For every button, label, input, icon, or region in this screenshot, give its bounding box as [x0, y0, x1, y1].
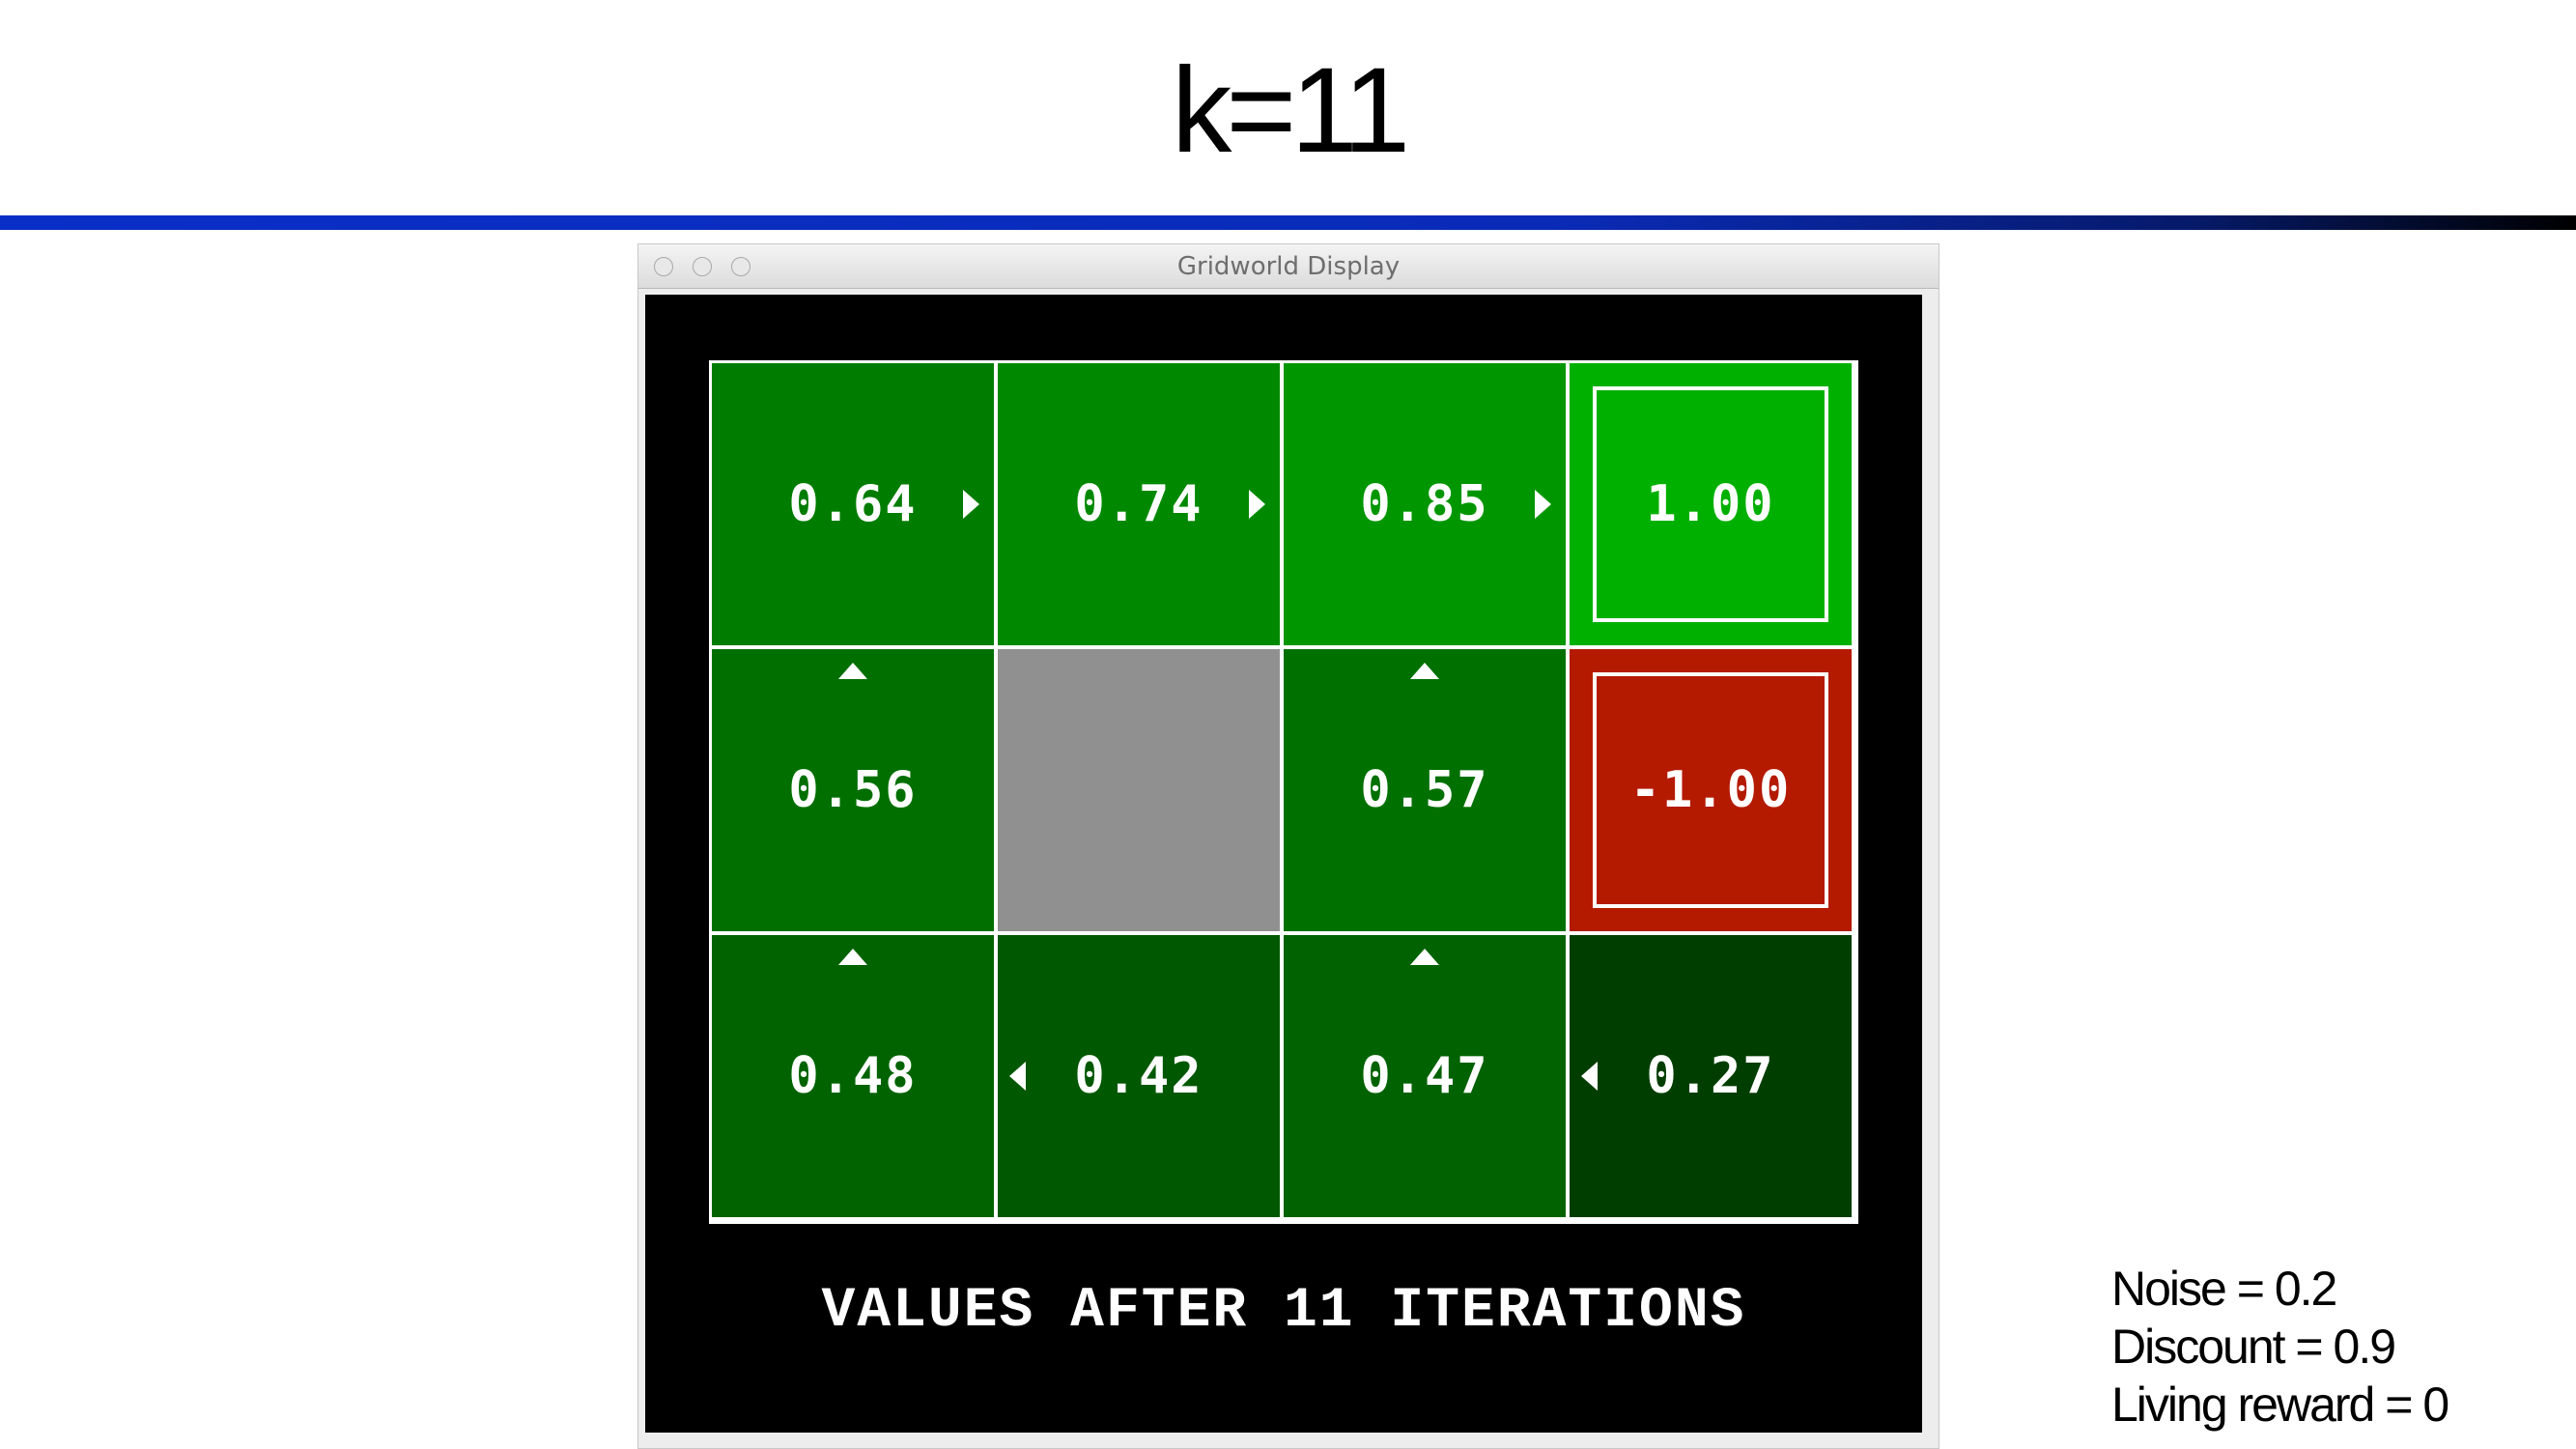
grid-terminal-cell: 1.00 [1570, 363, 1852, 645]
terminal-box [1593, 672, 1828, 908]
gridworld-window: Gridworld Display 0.64 0.74 0.85 1.00 0.56 0.… [637, 243, 1939, 1449]
noise-param: Noise = 0.2 [2111, 1262, 2337, 1316]
window-titlebar[interactable]: Gridworld Display [638, 244, 1939, 289]
gridworld-grid: 0.64 0.74 0.85 1.00 0.56 0.57 -1.00 0.48 0.42 0.4… [709, 360, 1858, 1224]
grid-terminal-cell: -1.00 [1570, 649, 1852, 931]
gridworld-canvas: 0.64 0.74 0.85 1.00 0.56 0.57 -1.00 0.48 0.42 0.4… [645, 295, 1922, 1433]
policy-arrow-left-icon [1009, 1062, 1026, 1091]
cell-value: 0.47 [1360, 1047, 1489, 1105]
grid-cell: 0.57 [1284, 649, 1566, 931]
cell-value: 0.27 [1646, 1047, 1775, 1105]
policy-arrow-up-icon [838, 663, 867, 679]
cell-value: 1.00 [1646, 475, 1775, 533]
cell-value: -1.00 [1629, 761, 1792, 819]
minimize-window-button[interactable] [693, 257, 712, 276]
cell-value: 0.57 [1360, 761, 1489, 819]
policy-arrow-up-icon [1410, 663, 1439, 679]
grid-cell: 0.64 [712, 363, 994, 645]
grid-cell: 0.74 [998, 363, 1280, 645]
terminal-box [1593, 386, 1828, 622]
policy-arrow-right-icon [963, 490, 979, 519]
iterations-caption: VALUES AFTER 11 ITERATIONS [821, 1280, 1746, 1343]
grid-cell: 0.47 [1284, 935, 1566, 1217]
policy-arrow-right-icon [1249, 490, 1265, 519]
grid-wall-cell [998, 649, 1280, 931]
slide-title: k=11 [1171, 43, 1410, 178]
grid-cell: 0.42 [998, 935, 1280, 1217]
zoom-window-button[interactable] [731, 257, 750, 276]
grid-cell: 0.85 [1284, 363, 1566, 645]
discount-param: Discount = 0.9 [2111, 1320, 2396, 1374]
policy-arrow-up-icon [1410, 949, 1439, 965]
living-reward-param: Living reward = 0 [2111, 1378, 2449, 1432]
cell-value: 0.42 [1074, 1047, 1203, 1105]
policy-arrow-up-icon [838, 949, 867, 965]
title-divider [0, 215, 2576, 230]
cell-value: 0.64 [788, 475, 918, 533]
grid-cell: 0.48 [712, 935, 994, 1217]
policy-arrow-right-icon [1535, 490, 1551, 519]
cell-value: 0.48 [788, 1047, 918, 1105]
mdp-parameters: Noise = 0.2 Discount = 0.9 Living reward… [2111, 1260, 2449, 1434]
grid-cell: 0.27 [1570, 935, 1852, 1217]
policy-arrow-left-icon [1581, 1062, 1598, 1091]
cell-value: 0.85 [1360, 475, 1489, 533]
cell-value: 0.56 [788, 761, 918, 819]
cell-value: 0.74 [1074, 475, 1203, 533]
window-title: Gridworld Display [1176, 252, 1401, 281]
close-window-button[interactable] [654, 257, 673, 276]
grid-cell: 0.56 [712, 649, 994, 931]
